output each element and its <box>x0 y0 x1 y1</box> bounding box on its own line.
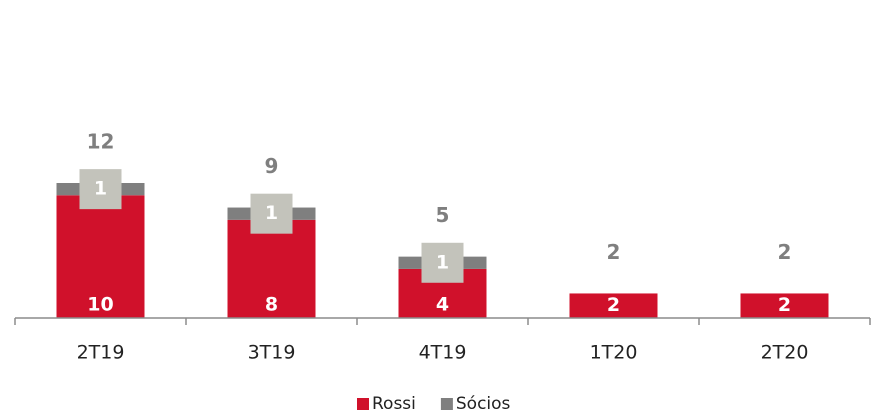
bar-segment <box>56 195 145 318</box>
bar-segment <box>227 219 316 318</box>
total-label: 12 <box>87 130 115 154</box>
bar-segment <box>740 293 829 318</box>
data-label: 4 <box>436 294 449 316</box>
label-box <box>250 193 293 234</box>
label-box <box>421 242 464 283</box>
total-label: 2 <box>778 240 792 264</box>
data-label: 1 <box>94 178 107 200</box>
bar-segment <box>569 293 658 318</box>
legend-label: Sócios <box>456 394 511 412</box>
data-label: 1 <box>436 251 449 273</box>
data-label: 2 <box>607 294 620 316</box>
data-label: 2 <box>778 294 791 316</box>
label-box <box>79 169 122 210</box>
data-label: 8 <box>265 294 278 316</box>
x-tick-label: 4T19 <box>419 342 467 364</box>
legend-label: Rossi <box>372 394 416 412</box>
data-label: 10 <box>87 294 113 316</box>
total-label: 5 <box>436 203 450 227</box>
total-label: 9 <box>265 154 279 178</box>
x-tick-label: 1T20 <box>590 342 638 364</box>
total-label: 2 <box>607 240 621 264</box>
legend-swatch <box>357 398 369 410</box>
x-tick-label: 2T20 <box>761 342 809 364</box>
x-tick-label: 3T19 <box>248 342 296 364</box>
data-label: 1 <box>265 202 278 224</box>
legend-swatch <box>440 398 453 410</box>
x-tick-label: 2T19 <box>77 342 125 364</box>
